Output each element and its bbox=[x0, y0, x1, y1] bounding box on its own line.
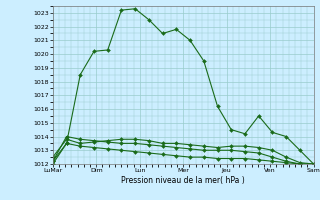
X-axis label: Pression niveau de la mer( hPa ): Pression niveau de la mer( hPa ) bbox=[121, 176, 245, 185]
